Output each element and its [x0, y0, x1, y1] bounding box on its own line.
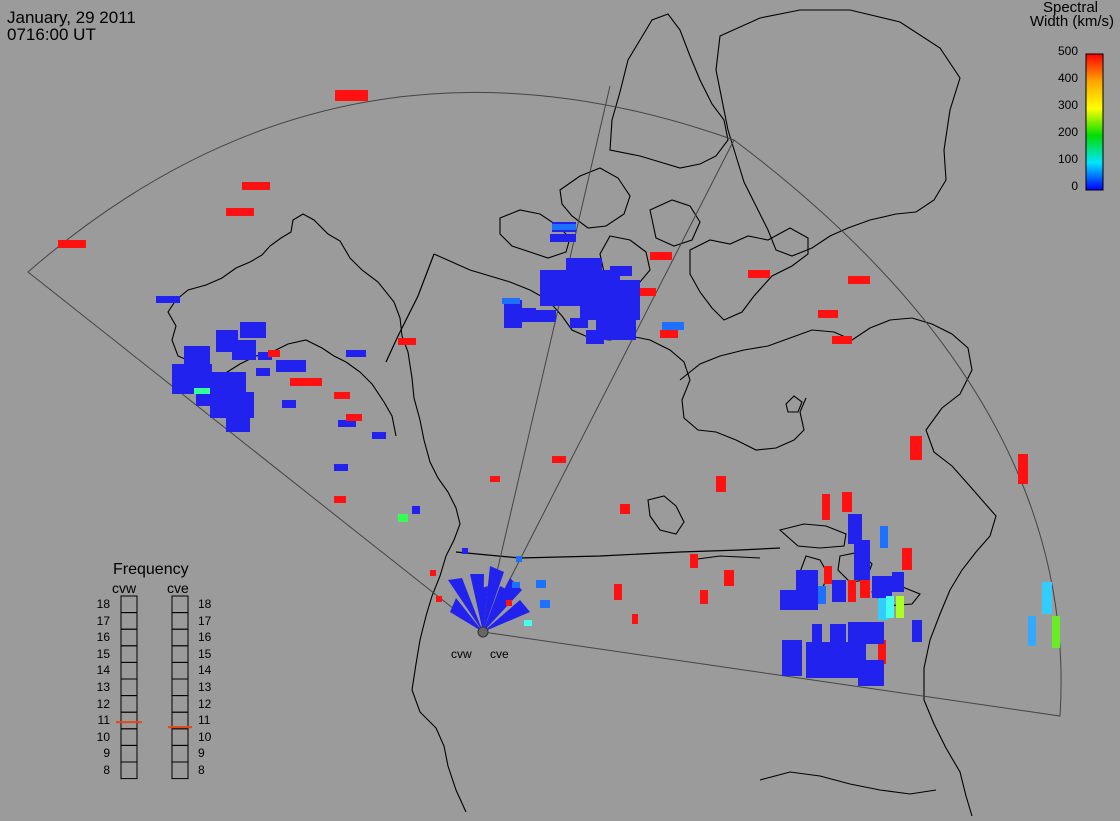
frequency-scale-label: 13	[198, 680, 212, 694]
frequency-cell	[171, 678, 189, 697]
frequency-scale-label: 10	[96, 729, 110, 744]
frequency-cell	[120, 678, 138, 697]
colorbar-title: Spectral	[1042, 0, 1098, 16]
radar-label-cve: cve	[490, 647, 509, 661]
frequency-scale-label: 9	[198, 746, 205, 761]
colorbar-tick: 500	[1057, 44, 1078, 58]
colorbar	[1085, 53, 1104, 191]
frequency-cell	[171, 695, 189, 713]
frequency-scale-label: 17	[198, 613, 212, 628]
frequency-cell	[171, 595, 189, 614]
frequency-cell	[171, 628, 189, 647]
frequency-column-cvw: cvw	[112, 580, 137, 596]
date-label: January, 29 2011	[7, 8, 136, 27]
frequency-scale-label: 10	[198, 729, 212, 744]
coastlines	[167, 9, 997, 817]
time-label: 0716:00 UT	[7, 25, 96, 44]
colorbar-tick: 100	[1057, 152, 1078, 166]
frequency-cell	[120, 661, 138, 680]
frequency-cell	[171, 728, 189, 746]
frequency-scale-label: 14	[198, 663, 212, 678]
frequency-cell	[120, 628, 138, 647]
frequency-title: Frequency	[113, 561, 189, 578]
colorbar-title-units: Width (km/s)	[1029, 13, 1114, 30]
frequency-scale-label: 11	[198, 713, 211, 728]
frequency-scale-label: 17	[96, 613, 110, 628]
frequency-cell	[120, 744, 138, 763]
frequency-scale-label: 13	[96, 680, 110, 694]
colorbar-tick: 200	[1057, 125, 1078, 139]
frequency-cell	[120, 728, 138, 746]
radar-site-marker	[477, 626, 489, 638]
frequency-scale-label: 18	[198, 597, 212, 611]
frequency-column-cve: cve	[167, 580, 189, 596]
frequency-scale-label: 15	[198, 646, 212, 661]
frequency-cell	[171, 661, 189, 680]
radar-label-cvw: cvw	[451, 647, 472, 661]
echo-cells	[58, 90, 1060, 686]
frequency-cell	[120, 595, 138, 614]
frequency-scale-label: 18	[96, 597, 110, 611]
colorbar-tick: 0	[1071, 179, 1078, 193]
frequency-scale-label: 14	[96, 663, 110, 678]
frequency-scale-label: 11	[97, 713, 110, 728]
colorbar-tick: 400	[1057, 71, 1078, 85]
political-borders	[385, 253, 781, 559]
frequency-cell	[171, 612, 189, 630]
frequency-scale-label: 12	[96, 696, 110, 711]
frequency-cell	[120, 761, 138, 780]
frequency-cell	[120, 645, 138, 663]
frequency-cell	[171, 645, 189, 663]
frequency-gauges	[116, 595, 192, 780]
frequency-scale-label: 16	[96, 630, 110, 645]
frequency-scale-label: 16	[198, 630, 212, 645]
fov-outline	[27, 85, 1062, 717]
frequency-scale-label: 8	[103, 763, 110, 777]
frequency-cell	[171, 744, 189, 763]
frequency-cell	[120, 711, 138, 730]
frequency-scale-label: 8	[198, 763, 205, 777]
colorbar-tick: 300	[1057, 98, 1078, 112]
frequency-cell	[120, 695, 138, 713]
frequency-scale-label: 9	[103, 746, 110, 761]
frequency-cell	[120, 612, 138, 630]
frequency-scale-label: 12	[198, 696, 212, 711]
frequency-cell	[171, 761, 189, 780]
frequency-scale-label: 15	[96, 646, 110, 661]
